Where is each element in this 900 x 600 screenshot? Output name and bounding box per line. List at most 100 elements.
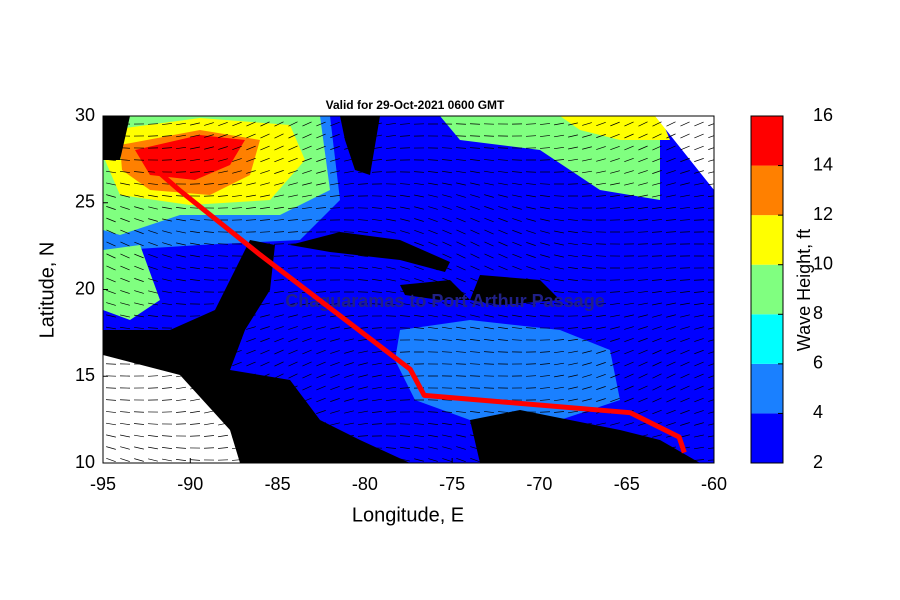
wind-arrow — [232, 338, 242, 342]
wind-arrow — [232, 434, 242, 438]
wind-arrow — [176, 122, 186, 126]
wind-arrow — [246, 434, 256, 438]
wind-arrow — [651, 219, 663, 221]
wind-arrow — [469, 363, 481, 365]
wind-arrow — [428, 241, 438, 247]
wind-arrow — [148, 242, 158, 246]
wind-arrow — [666, 314, 676, 318]
wind-arrow — [148, 290, 158, 294]
wind-arrow — [498, 314, 508, 318]
wind-arrow — [260, 409, 270, 415]
wind-arrow — [428, 206, 438, 210]
wind-arrow — [624, 373, 634, 379]
wind-arrow — [399, 435, 411, 437]
wind-arrow — [652, 121, 662, 127]
wind-arrow — [400, 290, 410, 294]
wind-arrow — [707, 447, 714, 449]
wind-arrow — [386, 254, 396, 258]
wind-arrow — [134, 446, 144, 450]
wind-arrow — [302, 397, 312, 403]
wind-arrow — [161, 375, 173, 377]
land — [400, 280, 470, 300]
wind-arrow — [190, 122, 200, 126]
wind-arrow — [161, 135, 173, 137]
wind-arrow — [288, 290, 298, 294]
wind-arrow — [399, 183, 411, 185]
wind-arrow — [456, 434, 466, 438]
wind-arrow — [161, 435, 173, 437]
wind-arrow — [162, 266, 172, 270]
wind-arrow — [610, 314, 620, 318]
wind-arrow — [161, 302, 173, 306]
wind-arrow — [358, 398, 368, 402]
wind-arrow — [526, 218, 536, 222]
wind-arrow — [539, 315, 551, 317]
wind-arrow — [652, 290, 662, 294]
wind-arrow — [120, 194, 130, 198]
wind-arrow — [372, 362, 382, 366]
wind-arrow — [596, 170, 606, 174]
wind-arrow — [666, 121, 676, 127]
wind-arrow — [147, 375, 159, 377]
wind-arrow — [315, 459, 327, 461]
wind-arrow — [666, 422, 676, 426]
wind-arrow — [470, 170, 480, 174]
wind-arrow — [427, 423, 439, 425]
wind-arrow — [134, 182, 144, 186]
wind-arrow — [385, 362, 397, 366]
wind-arrow — [343, 231, 355, 233]
wind-arrow — [567, 207, 579, 209]
wind-arrow — [204, 350, 214, 354]
wind-arrow — [288, 446, 298, 450]
wind-arrow — [217, 243, 229, 245]
wind-arrow — [456, 170, 466, 174]
wind-arrow — [414, 434, 424, 438]
wind-arrow — [414, 290, 424, 294]
wind-arrow — [134, 206, 144, 210]
wind-arrow — [442, 277, 452, 283]
wind-arrow — [680, 422, 690, 426]
wind-arrow — [372, 122, 382, 126]
wind-arrow — [666, 373, 676, 379]
wind-arrow — [232, 410, 242, 414]
wind-arrow — [260, 422, 270, 426]
wind-arrow — [595, 195, 607, 197]
wind-arrow — [638, 170, 648, 174]
colorbar-tick-label: 6 — [813, 353, 823, 373]
wind-arrow — [638, 434, 648, 438]
wind-arrow — [245, 207, 257, 209]
wind-arrow — [526, 278, 536, 282]
wind-arrow — [554, 254, 564, 258]
wind-arrow — [274, 290, 284, 294]
wind-arrow — [497, 351, 509, 353]
colorbar-tick-label: 8 — [813, 303, 823, 323]
wind-arrow — [329, 195, 341, 197]
wind-arrow — [511, 339, 523, 341]
wind-arrow — [344, 158, 354, 162]
wind-arrow — [484, 314, 494, 318]
wind-arrow — [442, 170, 452, 174]
wind-arrow — [456, 182, 466, 186]
wind-arrow — [539, 399, 551, 401]
wind-arrow — [609, 459, 621, 461]
wind-arrow — [357, 219, 369, 221]
wind-arrow — [218, 422, 228, 426]
wind-arrow — [288, 302, 298, 306]
wind-arrow — [190, 254, 200, 258]
wind-arrow — [708, 351, 714, 354]
wind-arrow — [582, 170, 592, 174]
wind-arrow — [259, 279, 271, 281]
wind-arrow — [372, 230, 382, 234]
wind-arrow — [638, 157, 648, 163]
wind-arrow — [134, 218, 144, 222]
wind-arrow — [246, 338, 256, 342]
wind-arrow — [581, 243, 593, 245]
wind-arrow — [456, 229, 466, 235]
wind-arrow — [469, 411, 481, 413]
wind-arrow — [105, 399, 117, 401]
wind-arrow — [344, 338, 354, 342]
wind-arrow — [540, 266, 550, 270]
wind-arrow — [218, 146, 228, 150]
wind-arrow — [147, 387, 159, 389]
wind-arrow — [526, 302, 536, 306]
